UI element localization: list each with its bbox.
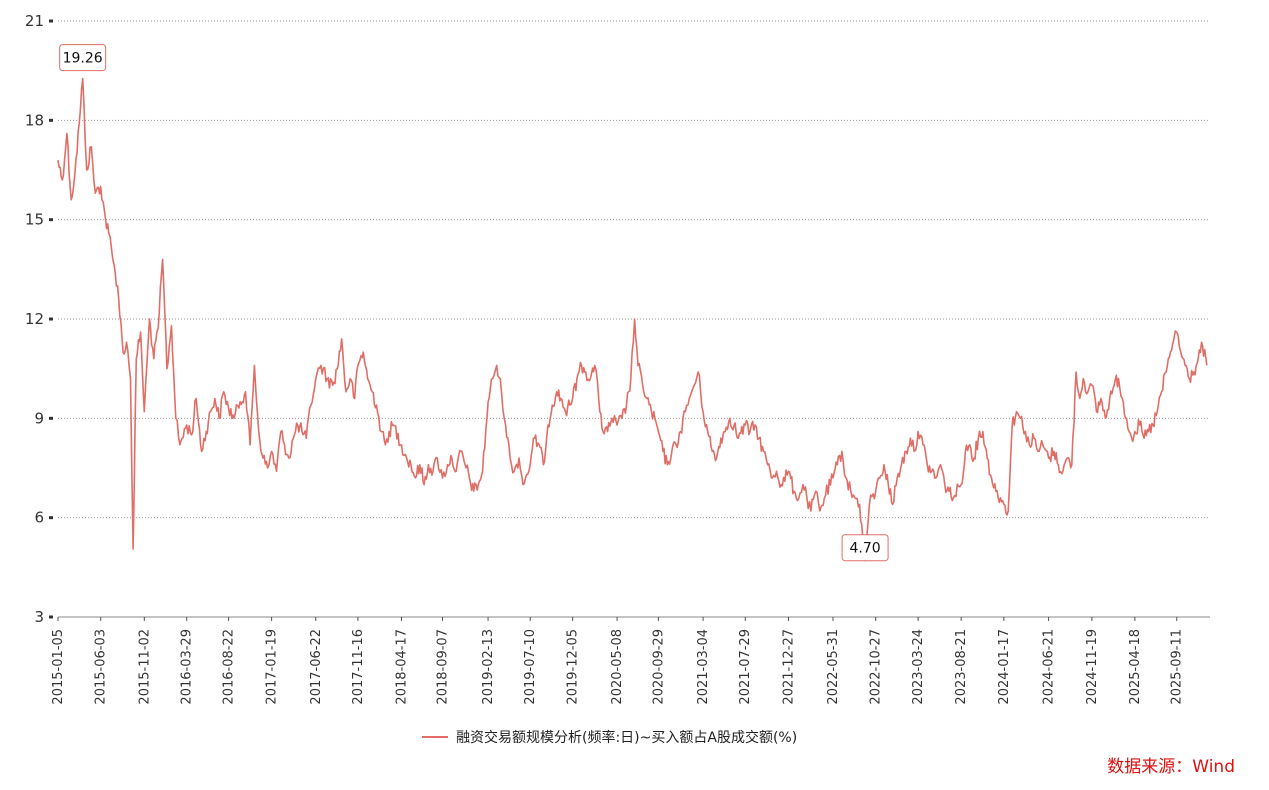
x-tick-label: 2015-01-05 (51, 629, 66, 705)
x-tick-label: 2017-11-16 (351, 629, 366, 705)
x-tick-label: 2025-04-18 (1128, 629, 1143, 705)
annotation-label: 19.26 (63, 51, 103, 67)
x-tick-label: 2019-07-10 (523, 629, 538, 705)
x-tick-label: 2016-03-29 (180, 629, 195, 705)
x-tick-label: 2022-10-27 (869, 629, 884, 705)
y-axis: 3 6 9 12 15 18 21 (25, 12, 53, 626)
y-tick-label: 21 (25, 12, 44, 30)
series-layer (57, 77, 1208, 562)
y-tick-label: 12 (25, 310, 44, 328)
x-axis: 2015-01-05 2015-06-03 2015-11-02 2016-03-29… (51, 616, 1210, 705)
x-tick-label: 2019-02-13 (481, 629, 496, 705)
x-tick-label: 2021-12-27 (782, 629, 797, 705)
gridlines (58, 20, 1210, 519)
x-tick-label: 2020-05-08 (610, 629, 625, 705)
y-tick-mark (49, 416, 53, 420)
x-tick-label: 2021-07-29 (738, 629, 753, 705)
annotation-label: 4.70 (850, 541, 881, 557)
y-tick-mark (49, 615, 53, 619)
x-tick-label: 2024-01-17 (997, 629, 1012, 705)
legend-label: 融资交易额规模分析(频率:日)~买入额占A股成交额(%) (456, 729, 797, 746)
y-tick-label: 9 (34, 409, 44, 427)
y-tick-label: 18 (25, 111, 44, 129)
series-line-0 (57, 77, 1208, 562)
x-tick-label: 2021-03-04 (696, 629, 711, 705)
x-tick-label: 2017-01-19 (265, 629, 280, 705)
source-label: 数据来源：Wind (1107, 757, 1235, 777)
x-tick-label: 2016-08-22 (222, 629, 237, 705)
y-tick-label: 6 (34, 509, 44, 527)
x-tick-label: 2017-06-22 (309, 629, 324, 705)
y-tick-mark (49, 118, 53, 122)
y-tick-mark (49, 19, 53, 23)
x-tick-label: 2025-09-11 (1170, 629, 1185, 705)
x-tick-label: 2015-11-02 (137, 629, 152, 705)
x-tick-label: 2020-09-29 (651, 629, 666, 705)
x-tick-label: 2023-03-24 (911, 629, 926, 705)
x-tick-label: 2023-08-21 (954, 629, 969, 705)
x-tick-label: 2018-09-07 (435, 629, 450, 705)
y-tick-mark (49, 317, 53, 321)
y-tick-mark (49, 516, 53, 520)
y-tick-label: 15 (25, 211, 44, 229)
legend: 融资交易额规模分析(频率:日)~买入额占A股成交额(%) (422, 729, 797, 746)
y-tick-mark (49, 218, 53, 222)
annotation-box (841, 534, 889, 562)
x-tick-label: 2019-12-05 (566, 629, 581, 705)
x-tick-label: 2024-11-19 (1085, 629, 1100, 705)
x-tick-label: 2024-06-21 (1042, 629, 1057, 705)
annotation-box (59, 44, 107, 72)
y-tick-label: 3 (34, 608, 44, 626)
annotations: 19.26 4.70 (59, 44, 889, 562)
x-tick-label: 2015-06-03 (94, 629, 109, 705)
x-tick-label: 2022-05-31 (826, 629, 841, 705)
x-tick-label: 2018-04-17 (394, 629, 409, 705)
